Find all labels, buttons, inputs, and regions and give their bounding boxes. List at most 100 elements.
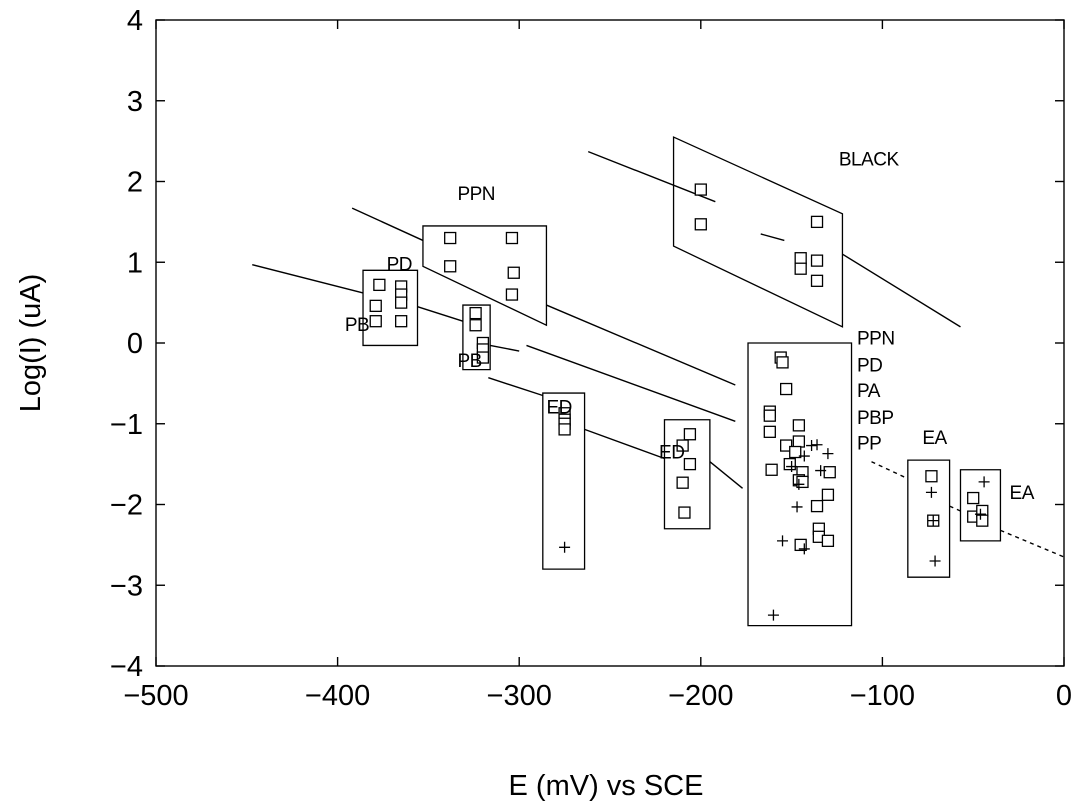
x-tick-label: −300 xyxy=(487,680,552,712)
group-label: EA xyxy=(922,428,947,449)
square-marker xyxy=(507,266,520,279)
square-marker xyxy=(821,534,835,547)
square-marker xyxy=(967,491,980,505)
group-label: PA xyxy=(857,381,881,402)
square-marker xyxy=(373,278,386,292)
plus-marker xyxy=(767,609,779,621)
square-marker xyxy=(683,428,697,441)
plus-marker xyxy=(806,440,818,452)
square-marker xyxy=(683,457,697,471)
square-marker xyxy=(444,260,457,273)
y-axis-title: Log(I) (uA) xyxy=(15,274,47,413)
plus-marker xyxy=(777,535,789,547)
group-label: PBP xyxy=(857,408,894,429)
trend-line xyxy=(351,207,424,242)
plus-marker xyxy=(791,501,803,513)
plus-marker xyxy=(927,515,939,527)
data-points xyxy=(369,183,990,621)
region-box xyxy=(747,342,853,627)
region-box xyxy=(663,419,711,530)
square-marker xyxy=(794,538,807,552)
square-marker xyxy=(792,419,806,432)
plus-marker xyxy=(798,543,810,555)
square-marker xyxy=(796,475,809,489)
square-marker xyxy=(810,499,824,513)
square-marker xyxy=(783,457,796,471)
trend-line xyxy=(760,233,785,242)
y-tick-label: 2 xyxy=(127,167,143,199)
group-labels: BLACK PPN PD PB PB ED ED PPN PD PA PBP PP EA EA xyxy=(345,149,1035,503)
trend-line xyxy=(488,377,544,397)
y-tick-label: 4 xyxy=(127,5,143,37)
y-tick-label: 1 xyxy=(127,247,143,279)
group-label: PD xyxy=(387,254,412,275)
trend-line xyxy=(546,304,736,386)
square-marker xyxy=(823,466,836,479)
region-box xyxy=(959,469,1002,542)
trend-line xyxy=(252,263,364,294)
plus-marker xyxy=(798,450,810,462)
square-marker xyxy=(369,299,382,313)
group-label: ED xyxy=(546,397,571,418)
square-marker xyxy=(369,315,382,328)
group-label: PPN xyxy=(457,184,495,205)
square-marker xyxy=(794,252,807,265)
square-marker xyxy=(469,319,482,332)
plus-marker xyxy=(925,486,937,498)
region-box xyxy=(462,304,491,371)
square-marker xyxy=(763,409,776,422)
dashed-trend-line xyxy=(949,505,961,512)
group-label: PD xyxy=(857,355,882,376)
x-tick-label: −100 xyxy=(850,680,915,712)
x-tick-label: −400 xyxy=(305,680,370,712)
group-label: PP xyxy=(857,434,881,455)
y-tick-label: −4 xyxy=(110,651,143,683)
trend-line xyxy=(709,461,744,489)
plus-marker xyxy=(974,508,986,520)
x-axis-title: E (mV) vs SCE xyxy=(509,770,704,802)
region-box xyxy=(907,459,951,578)
plus-marker xyxy=(815,465,827,477)
plot-frame xyxy=(155,19,1065,667)
trend-line xyxy=(417,305,464,322)
group-label: PB xyxy=(345,315,369,336)
y-tick-label: −3 xyxy=(110,570,143,602)
square-marker xyxy=(789,445,802,459)
square-marker xyxy=(469,306,482,320)
trend-lines xyxy=(252,150,1065,558)
x-tick-label: −500 xyxy=(123,680,188,712)
region-boxes xyxy=(362,136,1002,627)
square-marker xyxy=(821,488,835,501)
y-tick-label: −2 xyxy=(110,490,143,522)
trend-line xyxy=(587,150,716,203)
plus-marker xyxy=(559,541,571,553)
square-marker xyxy=(476,351,490,364)
square-marker xyxy=(780,382,793,396)
square-marker xyxy=(678,506,691,519)
region-box xyxy=(542,392,586,570)
square-marker xyxy=(505,288,519,301)
plus-marker xyxy=(786,461,798,473)
square-marker xyxy=(776,356,789,369)
x-tick-label: −200 xyxy=(668,680,733,712)
trend-line xyxy=(490,344,520,352)
plus-marker xyxy=(793,478,805,490)
group-label: BLACK xyxy=(839,149,900,170)
group-label: ED xyxy=(659,442,684,463)
group-label: EA xyxy=(1010,483,1035,504)
square-marker xyxy=(676,476,689,489)
square-marker xyxy=(763,425,776,438)
trend-line xyxy=(526,344,736,422)
square-marker xyxy=(444,231,457,245)
trend-line xyxy=(584,428,665,460)
x-tick-label: 0 xyxy=(1056,680,1072,712)
dashed-trend-line xyxy=(871,461,909,480)
square-marker xyxy=(976,514,989,527)
square-marker xyxy=(505,231,519,245)
y-tick-label: 0 xyxy=(127,328,143,360)
square-marker xyxy=(694,218,707,231)
square-marker xyxy=(925,470,938,483)
square-marker xyxy=(694,183,707,196)
region-box xyxy=(672,136,844,328)
